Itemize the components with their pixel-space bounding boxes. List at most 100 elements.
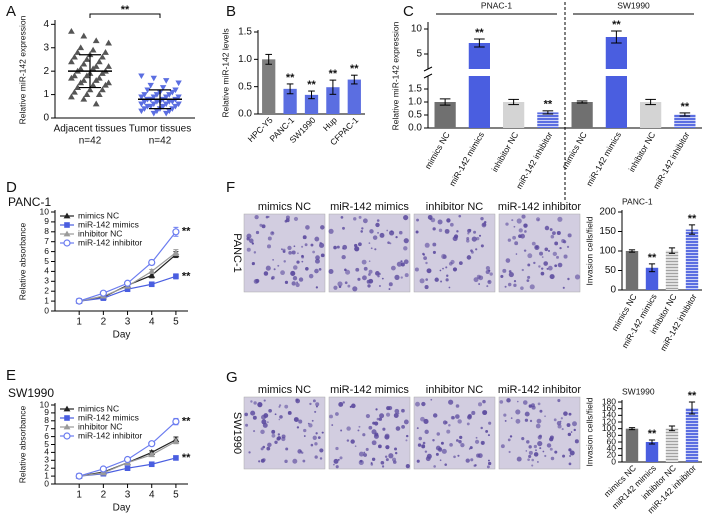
y-tick-label: 1.5 xyxy=(238,27,252,38)
cell xyxy=(279,415,283,419)
cell xyxy=(386,406,391,411)
cell xyxy=(272,259,274,261)
cell xyxy=(527,253,533,259)
cell xyxy=(420,416,425,422)
cell xyxy=(550,234,555,239)
y-tick-label: 80 xyxy=(607,430,617,440)
cell xyxy=(377,231,380,234)
cell xyxy=(514,241,519,246)
cell xyxy=(556,421,562,426)
y-axis-label: Invasion cells/field xyxy=(584,397,594,466)
cell xyxy=(421,444,426,449)
micrograph xyxy=(328,213,411,293)
panel-label: A xyxy=(6,3,16,20)
cell xyxy=(508,450,511,454)
marker xyxy=(144,103,151,110)
cell xyxy=(448,286,451,289)
cell xyxy=(430,217,436,223)
cell xyxy=(392,460,397,464)
cell xyxy=(404,273,409,278)
cell xyxy=(531,464,534,467)
cell xyxy=(266,446,271,451)
cell xyxy=(357,277,361,281)
cell xyxy=(421,401,426,407)
marker xyxy=(175,94,182,101)
marker xyxy=(166,92,173,98)
cell xyxy=(376,417,380,421)
cell xyxy=(468,448,471,450)
cell xyxy=(298,277,304,282)
cell xyxy=(525,450,528,452)
cell xyxy=(450,259,455,265)
y-tick-label: 0 xyxy=(44,478,49,488)
y-tick-label: 7 xyxy=(44,236,49,246)
cell xyxy=(544,247,549,252)
cell xyxy=(303,428,307,433)
bar xyxy=(262,59,276,114)
cell xyxy=(467,232,470,235)
cell xyxy=(475,436,478,439)
marker xyxy=(80,60,88,67)
cell xyxy=(499,400,504,404)
cell xyxy=(485,429,489,433)
cell xyxy=(271,277,274,280)
cell xyxy=(528,450,533,455)
marker xyxy=(63,432,71,440)
cell xyxy=(542,450,545,453)
y-tick-label: 2 xyxy=(44,285,49,295)
cell xyxy=(470,458,474,462)
cell xyxy=(506,398,511,403)
cell xyxy=(535,423,541,429)
cell xyxy=(561,428,564,431)
cell xyxy=(371,440,377,446)
cell xyxy=(445,266,448,269)
bar xyxy=(674,114,696,128)
cell xyxy=(265,215,269,219)
cell xyxy=(394,451,398,455)
significance: ** xyxy=(182,452,191,464)
cell xyxy=(375,271,380,276)
cell xyxy=(372,235,378,240)
cell xyxy=(502,268,507,273)
cell xyxy=(516,218,522,224)
cell xyxy=(473,230,477,234)
cell xyxy=(417,443,422,447)
cell xyxy=(544,454,547,458)
cell xyxy=(539,251,544,256)
cell xyxy=(536,418,542,424)
cell xyxy=(342,247,345,250)
cell xyxy=(277,433,281,436)
y-tick-label: 40 xyxy=(607,443,617,453)
cell xyxy=(314,442,318,446)
micrograph xyxy=(498,396,581,470)
cell xyxy=(337,281,343,287)
cell xyxy=(489,272,493,276)
y-axis-label: Relative miR-142 expression xyxy=(390,21,400,130)
cell xyxy=(268,408,272,413)
cell xyxy=(521,214,526,219)
cell xyxy=(281,434,286,439)
marker xyxy=(80,95,88,102)
cell xyxy=(416,218,419,222)
cell xyxy=(475,248,478,251)
bar xyxy=(665,428,679,462)
marker xyxy=(150,75,157,82)
cell xyxy=(328,228,334,234)
cell xyxy=(301,260,304,263)
x-tick-label: 3 xyxy=(125,490,131,501)
cell xyxy=(333,463,335,466)
cell xyxy=(446,218,451,223)
panel-label: G xyxy=(226,369,238,386)
cell xyxy=(515,253,518,255)
cell xyxy=(556,255,559,259)
cell xyxy=(534,244,540,251)
cell xyxy=(422,441,426,445)
y-tick-label: 9 xyxy=(44,216,49,226)
cell xyxy=(293,417,299,422)
marker xyxy=(89,65,97,72)
y-tick-label: 1 xyxy=(44,295,49,305)
cell xyxy=(448,424,451,427)
image-label: miR-142 inhibitor xyxy=(498,384,581,396)
cell xyxy=(434,277,439,282)
cell xyxy=(265,265,271,271)
